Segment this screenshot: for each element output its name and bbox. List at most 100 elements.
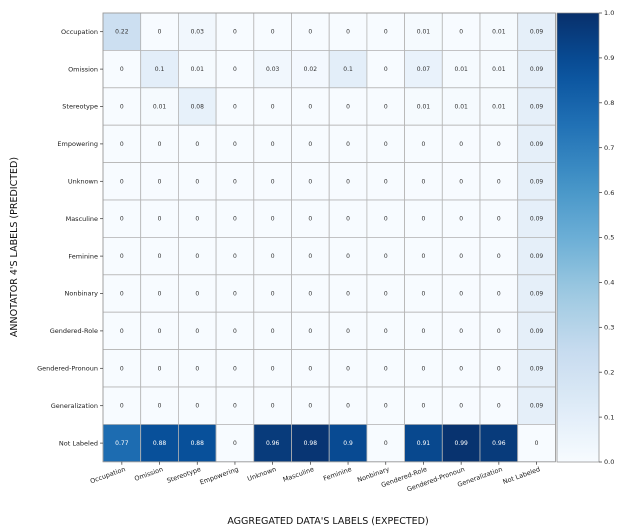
- heatmap-frame: [102, 12, 556, 463]
- cell-value-label: 0: [271, 365, 275, 372]
- cell-value-label: 0: [271, 216, 275, 223]
- cell-value-label: 0.02: [304, 66, 318, 73]
- cell-value-label: 0.22: [115, 29, 129, 36]
- cell-value-label: 0: [120, 328, 124, 335]
- cell-value-label: 0: [308, 291, 312, 298]
- heatmap-cell: [328, 50, 368, 89]
- heatmap-cell: [291, 162, 330, 201]
- cell-value-label: 0: [459, 291, 463, 298]
- heatmap-cell: [177, 386, 217, 425]
- cell-value-label: 0: [384, 440, 388, 447]
- cell-value-label: 0: [346, 29, 350, 36]
- cell-value-label: 0: [308, 328, 312, 335]
- heatmap-cell: [253, 274, 292, 313]
- heatmap-cell: [291, 12, 330, 51]
- cell-value-label: 0.91: [417, 440, 431, 447]
- cell-value-label: 0: [233, 403, 237, 410]
- heatmap-cell: [328, 349, 368, 388]
- cell-value-label: 0: [233, 104, 237, 111]
- y-tick-label: Gendered-Pronoun: [37, 365, 98, 373]
- cell-value-label: 0: [422, 291, 426, 298]
- cell-value-label: 0: [497, 291, 501, 298]
- heatmap-cell: [291, 124, 330, 163]
- heatmap-cell: [366, 162, 405, 201]
- colorbar-tick-label: 0.1: [604, 413, 614, 421]
- cell-value-label: 0.09: [530, 403, 544, 410]
- y-tick-label: Empowering: [57, 140, 98, 148]
- cell-value-label: 0.09: [530, 104, 544, 111]
- x-tick-label: Omission: [133, 465, 164, 483]
- heatmap-cell: [253, 236, 292, 276]
- cell-value-label: 0.01: [492, 104, 506, 111]
- heatmap-cell: [328, 162, 368, 201]
- cell-value-label: 0.9: [343, 440, 353, 447]
- heatmap-cell: [102, 236, 142, 276]
- cell-value-label: 0: [120, 216, 124, 223]
- cell-value-label: 0: [346, 141, 350, 148]
- colorbar-tick-label: 1.0: [604, 9, 614, 17]
- cell-value-label: 0: [459, 328, 463, 335]
- cell-value-label: 0: [271, 291, 275, 298]
- heatmap-cell: [404, 50, 443, 89]
- cell-value-label: 0: [497, 403, 501, 410]
- cell-value-label: 0: [384, 403, 388, 410]
- cell-value-label: 0.01: [153, 104, 167, 111]
- cell-value-label: 0.1: [343, 66, 353, 73]
- cell-value-label: 0: [158, 291, 162, 298]
- heatmap-cell: [479, 50, 519, 89]
- cell-value-label: 0.09: [530, 29, 544, 36]
- heatmap-cell: [517, 124, 556, 163]
- cell-value-label: 0: [158, 141, 162, 148]
- cell-value-label: 0.01: [417, 29, 431, 36]
- cell-value-label: 0: [271, 141, 275, 148]
- cell-value-label: 0.09: [530, 216, 544, 223]
- heatmap-cell: [517, 386, 556, 425]
- cell-value-label: 0: [384, 141, 388, 148]
- cell-value-label: 0.08: [191, 104, 205, 111]
- x-tick-label: Stereotype: [166, 465, 202, 485]
- x-tick-label: Not Labeled: [502, 465, 542, 486]
- heatmap-cell: [215, 50, 255, 89]
- cell-value-label: 0: [497, 178, 501, 185]
- x-tick-label: Feminine: [322, 465, 353, 483]
- heatmap-cell: [479, 311, 519, 351]
- cell-value-label: 0.09: [530, 253, 544, 260]
- heatmap-cell: [366, 349, 405, 388]
- heatmap-cell: [291, 236, 330, 276]
- cell-value-label: 0.03: [191, 29, 205, 36]
- heatmap-cell: [215, 199, 255, 238]
- heatmap-cell: [253, 349, 292, 388]
- heatmap-cell: [328, 87, 368, 126]
- heatmap-cell: [441, 199, 481, 238]
- heatmap-cell: [177, 274, 217, 313]
- colorbar-tick-label: 0.3: [604, 324, 614, 332]
- heatmap-cell: [140, 349, 179, 388]
- heatmap-cell: [517, 12, 556, 51]
- cell-value-label: 0: [346, 328, 350, 335]
- y-tick-label: Generalization: [51, 402, 98, 410]
- cell-value-label: 0: [120, 365, 124, 372]
- heatmap-cell: [517, 199, 556, 238]
- heatmap-cell: [404, 124, 443, 163]
- heatmap-cell: [215, 87, 255, 126]
- cell-value-label: 0.09: [530, 66, 544, 73]
- cell-value-label: 0: [308, 365, 312, 372]
- cell-value-label: 0: [271, 328, 275, 335]
- cell-value-label: 0: [308, 216, 312, 223]
- heatmap-cell: [441, 349, 481, 388]
- heatmap-cell: [253, 87, 292, 126]
- cell-value-label: 0: [459, 403, 463, 410]
- cell-value-label: 0: [459, 253, 463, 260]
- heatmap-cell: [328, 199, 368, 238]
- cell-value-label: 0: [233, 66, 237, 73]
- cell-value-label: 0: [497, 253, 501, 260]
- x-tick-label: Masculine: [282, 465, 315, 484]
- cell-value-label: 0: [271, 104, 275, 111]
- cell-value-label: 0: [459, 141, 463, 148]
- heatmap-cell: [140, 386, 179, 425]
- cell-value-label: 0.01: [191, 66, 205, 73]
- heatmap-cell: [140, 162, 179, 201]
- cell-value-label: 0: [497, 141, 501, 148]
- heatmap-cell: [291, 386, 330, 425]
